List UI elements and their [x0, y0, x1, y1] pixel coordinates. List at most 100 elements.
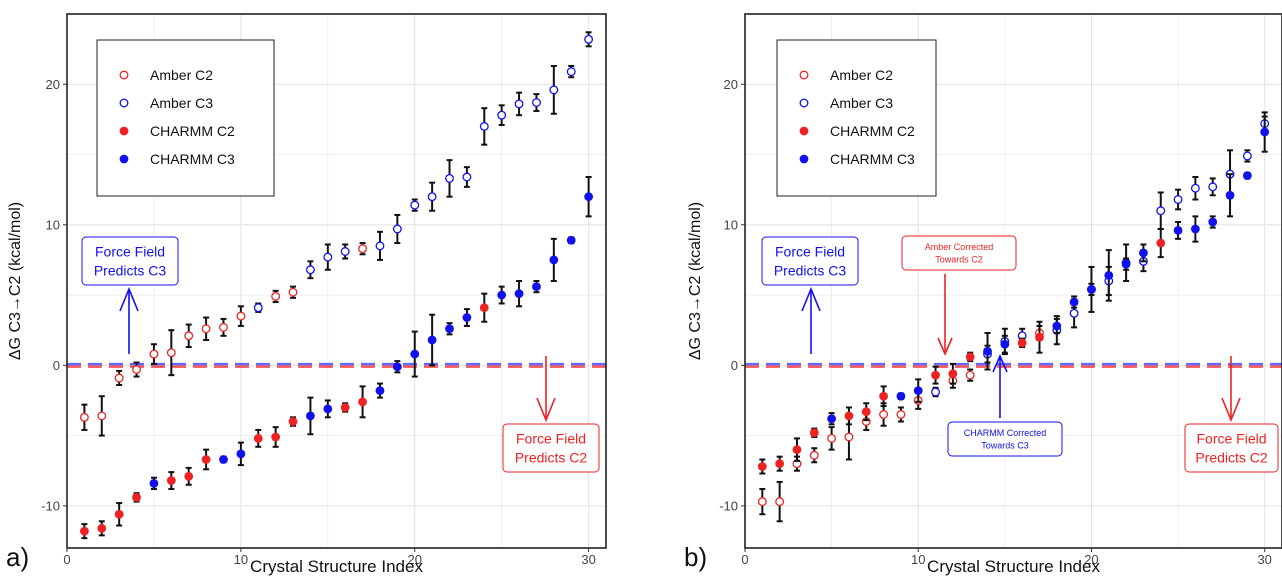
legend-marker	[799, 154, 809, 164]
data-point	[1104, 270, 1114, 280]
data-point	[792, 445, 802, 455]
legend: Amber C2 Amber C3 CHARMM C2 CHARMM C3	[96, 39, 275, 197]
data-point	[1173, 226, 1183, 235]
data-point	[827, 414, 837, 424]
annotation-text: Force Field	[1196, 431, 1266, 447]
annotation: Force Field Predicts C2	[1184, 356, 1279, 473]
x-tick-label: 20	[408, 552, 422, 567]
data-point	[201, 455, 211, 464]
legend-label: Amber C3	[830, 95, 893, 111]
legend-label: Amber C2	[830, 67, 893, 83]
y-tick-label: -10	[41, 498, 60, 513]
legend-box	[776, 39, 937, 197]
data-point	[948, 369, 958, 379]
series-amber-c2	[79, 242, 368, 437]
data-point	[861, 407, 871, 417]
data-point	[1190, 224, 1200, 234]
annotation-arrow-head	[937, 337, 953, 356]
data-point	[358, 397, 367, 407]
x-tick-label: 30	[1257, 552, 1271, 567]
data-point	[271, 432, 281, 442]
y-tick-label: 20	[724, 77, 738, 92]
data-point	[166, 476, 176, 485]
data-point	[532, 98, 541, 107]
data-point	[288, 287, 298, 297]
annotation: Amber Corrected Towards C2	[901, 235, 1017, 356]
annotation-text: Towards C3	[981, 440, 1029, 450]
legend-label: CHARMM C3	[830, 151, 915, 167]
x-axis-label: Crystal Structure Index	[927, 557, 1100, 576]
data-point	[340, 247, 350, 256]
annotation-arrow-head	[801, 286, 821, 312]
data-point	[410, 200, 420, 210]
legend-label: CHARMM C3	[150, 151, 235, 167]
data-point	[1087, 285, 1096, 294]
annotation-text: Force Field	[516, 431, 586, 447]
y-tick-label: 0	[53, 358, 60, 373]
data-point	[445, 324, 454, 334]
annotation-arrow-head	[119, 286, 139, 312]
y-tick-label: -10	[719, 498, 738, 513]
data-point	[427, 335, 437, 345]
data-point	[1208, 182, 1218, 192]
data-point	[965, 352, 975, 362]
data-point	[392, 362, 402, 372]
data-point	[532, 282, 541, 292]
data-point	[340, 403, 350, 412]
data-point	[879, 391, 888, 401]
data-point	[566, 235, 576, 245]
data-point	[79, 526, 89, 536]
data-point	[896, 391, 906, 401]
data-point	[1069, 297, 1079, 307]
data-point	[1260, 127, 1270, 137]
legend-box	[96, 39, 275, 197]
data-point	[775, 497, 785, 507]
data-point	[514, 99, 524, 109]
data-point	[375, 241, 385, 251]
data-point	[288, 417, 298, 426]
data-point	[844, 411, 854, 421]
data-point	[114, 373, 124, 383]
data-point	[983, 346, 992, 356]
data-point	[1156, 206, 1166, 216]
data-point	[479, 121, 489, 131]
series-amber-c3	[253, 31, 594, 313]
data-point	[965, 370, 975, 380]
data-point	[445, 173, 454, 183]
x-axis-label: Crystal Structure Index	[250, 557, 423, 576]
data-point	[1035, 332, 1044, 342]
plot-border	[744, 13, 1282, 549]
data-point	[1208, 217, 1218, 227]
y-tick-label: 20	[46, 77, 60, 92]
data-point	[514, 289, 524, 299]
data-point	[305, 265, 315, 275]
data-point	[1242, 171, 1252, 181]
annotation: Force Field Predicts C3	[81, 236, 179, 354]
x-tick-label: 0	[741, 552, 748, 567]
data-point	[132, 493, 141, 502]
data-point	[479, 303, 489, 313]
annotation-text: Force Field	[95, 244, 165, 260]
panel-label: b)	[684, 542, 707, 572]
data-point	[253, 433, 263, 443]
data-point	[1000, 339, 1010, 349]
data-point	[253, 303, 263, 313]
annotation-text: Amber Corrected	[925, 242, 994, 252]
annotation-arrow-head	[992, 354, 1008, 373]
data-point	[584, 192, 594, 202]
legend-label: CHARMM C2	[150, 123, 235, 139]
data-point	[375, 386, 385, 396]
y-axis-label: ΔG C3→C2 (kcal/mol)	[687, 202, 704, 360]
series-charmm-c2	[757, 228, 1166, 475]
annotation-text: Force Field	[775, 244, 845, 260]
data-point	[757, 497, 767, 507]
data-point	[462, 172, 472, 182]
data-point	[323, 252, 333, 262]
data-point	[97, 411, 107, 421]
x-tick-label: 10	[234, 552, 248, 567]
data-point	[1190, 183, 1200, 193]
annotation: Force Field Predicts C2	[502, 356, 600, 473]
data-point	[931, 387, 940, 397]
